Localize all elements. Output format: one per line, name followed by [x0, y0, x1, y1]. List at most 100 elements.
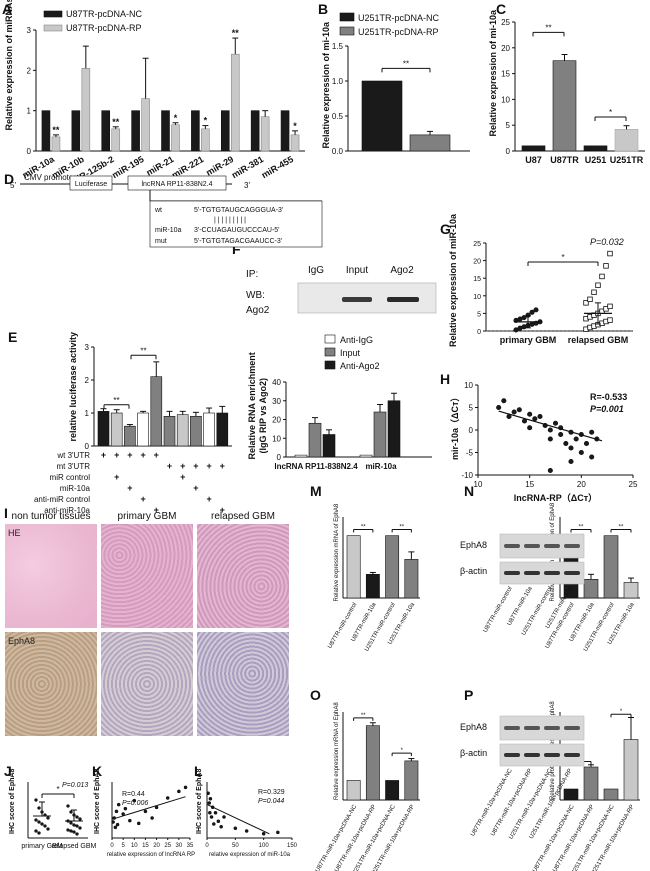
- panel-a-y-tick-label: 2: [27, 66, 32, 75]
- panel-l-y-label: IHC score of EphA8: [196, 769, 203, 834]
- panel-e-mark: +: [114, 450, 119, 460]
- panel-b-y-tick-label: 0.0: [332, 147, 344, 156]
- panel-o-bar: [346, 780, 361, 801]
- panel-k-x-tick-label: 30: [176, 843, 183, 849]
- panel-h-r: R=-0.533: [590, 392, 627, 402]
- panel-e-mark: +: [220, 505, 225, 515]
- panel-n-sig-label: **: [579, 524, 584, 530]
- panel-e-sig-1-label: **: [113, 396, 119, 405]
- panel-f-group-label: miR-10a: [365, 462, 397, 471]
- panel-h-point: [578, 449, 584, 456]
- panel-e-bar: [190, 415, 202, 447]
- panel-j-point: [40, 822, 44, 826]
- panel-e-y-tick-label: 0: [85, 442, 90, 451]
- epha8-primary-gbm-image: [101, 632, 193, 736]
- panel-p-category-label: U87TR-miR-10a+pcDNA-NC: [532, 803, 576, 871]
- panel-i-column-label: primary GBM: [118, 511, 177, 522]
- panel-l-regression-line: [206, 803, 270, 835]
- panel-h-point: [547, 427, 553, 433]
- panel-j-point: [72, 823, 76, 827]
- panel-a-bar-rp: [201, 128, 210, 152]
- panel-a-bar-nc: [131, 110, 140, 152]
- panel-f-legend-swatch: [324, 334, 336, 344]
- panel-h-regression-line: [498, 410, 603, 442]
- panel-label-n: N: [464, 483, 474, 499]
- panel-f-y-tick-label: 10: [272, 434, 281, 443]
- panel-a-legend-rp: U87TR-pcDNA-RP: [66, 23, 142, 33]
- panel-b-y-tick-label: 1.5: [332, 42, 344, 51]
- panel-l-point: [209, 815, 214, 819]
- panel-c-y-tick-label: 0: [506, 147, 511, 156]
- panel-f-bar: [308, 422, 322, 458]
- panel-e-y-tick-label: 3: [85, 343, 90, 352]
- panel-f-bar: [322, 434, 336, 458]
- panel-l-p: P=0.044: [258, 798, 284, 805]
- panel-h-x-tick-label: 15: [525, 480, 534, 489]
- panel-k-point: [115, 822, 120, 827]
- panel-h-x-tick-label: 25: [629, 480, 638, 489]
- panel-m-y-label: Relative expression mRNA of EphA8: [334, 503, 340, 601]
- panel-p-lane-label: U87TR-miR-10a+pcDNA-NC: [470, 767, 514, 837]
- panel-e-row-label: wt 3'UTR: [56, 451, 90, 460]
- panel-h-point: [583, 440, 590, 447]
- panel-j-point: [78, 817, 82, 821]
- panel-j-point: [69, 821, 73, 825]
- panel-j-pvalue: P=0.013: [62, 782, 88, 789]
- panel-o-y-label: Relative expression mRNA of EphA8: [334, 702, 340, 800]
- panel-i-column-label: relapsed GBM: [211, 511, 275, 522]
- epha8-relapsed-gbm-image: [197, 632, 289, 736]
- panel-g-point: [587, 296, 593, 303]
- panel-f-band-ago2: [387, 297, 419, 302]
- panel-k-point: [111, 820, 115, 824]
- panel-e-bar: [216, 412, 229, 447]
- panel-k-point: [143, 809, 148, 814]
- panel-n-blot-label-1: EphA8: [460, 540, 487, 550]
- panel-a-sig: *: [174, 113, 178, 123]
- panel-m-bar: [404, 559, 419, 599]
- panel-o-bar: [404, 760, 419, 801]
- panel-h-point: [568, 458, 574, 465]
- panel-c-y-tick-label: 15: [501, 70, 510, 79]
- panel-f-bar: [373, 411, 387, 458]
- panel-n-band-1: [544, 544, 560, 548]
- panel-h-y-tick-label: 10: [464, 381, 473, 390]
- panel-p-blot-label-1: EphA8: [460, 722, 487, 732]
- panel-k-point: [132, 798, 137, 803]
- panel-g-point: [607, 250, 613, 257]
- panel-n-bar: [583, 579, 599, 599]
- panel-e-mark: +: [193, 461, 198, 471]
- panel-label-e: E: [8, 329, 17, 345]
- panel-e-mark: +: [180, 461, 185, 471]
- panel-a-y-tick-label: 3: [27, 26, 32, 35]
- panel-e-mark: +: [193, 483, 198, 493]
- panel-l-point: [212, 822, 216, 826]
- epha8-non-tumor-image: [5, 632, 97, 736]
- panel-h-y-tick-label: -10: [461, 471, 473, 480]
- panel-n-band-2: [504, 571, 520, 575]
- panel-e-mark: +: [206, 461, 211, 471]
- panel-p-band-2: [544, 753, 560, 757]
- panel-f-ip-label: IP:: [246, 269, 258, 280]
- panel-c-bar: [583, 145, 608, 152]
- panel-l-point: [261, 832, 266, 836]
- panel-p-sig-label: *: [620, 709, 623, 715]
- panel-e-mark: +: [101, 450, 106, 460]
- panel-n-band-1: [524, 544, 540, 548]
- panel-c-y-label: Relative expression of mi-10a: [488, 9, 498, 137]
- panel-p-band-2: [564, 753, 580, 757]
- panel-e-bar: [150, 376, 163, 447]
- panel-c-y-tick-label: 20: [501, 44, 510, 53]
- panel-j-group-label: relapsed GBM: [52, 843, 97, 850]
- panel-f-wb-label: WB:: [246, 290, 265, 301]
- panel-a-bar-rp: [260, 116, 270, 152]
- panel-c-category-label: U251TR: [610, 155, 644, 165]
- panel-j-point: [34, 829, 38, 833]
- panel-k-x-tick-label: 35: [187, 843, 194, 849]
- panel-j-point: [37, 806, 41, 810]
- panel-b-legend-rp: U251TR-pcDNA-RP: [358, 27, 439, 37]
- panel-e-row-label: anti-miR control: [34, 495, 90, 504]
- panel-f-lane-label: Ago2: [390, 265, 414, 276]
- panel-j-point: [78, 826, 82, 830]
- panel-h-point: [527, 425, 533, 431]
